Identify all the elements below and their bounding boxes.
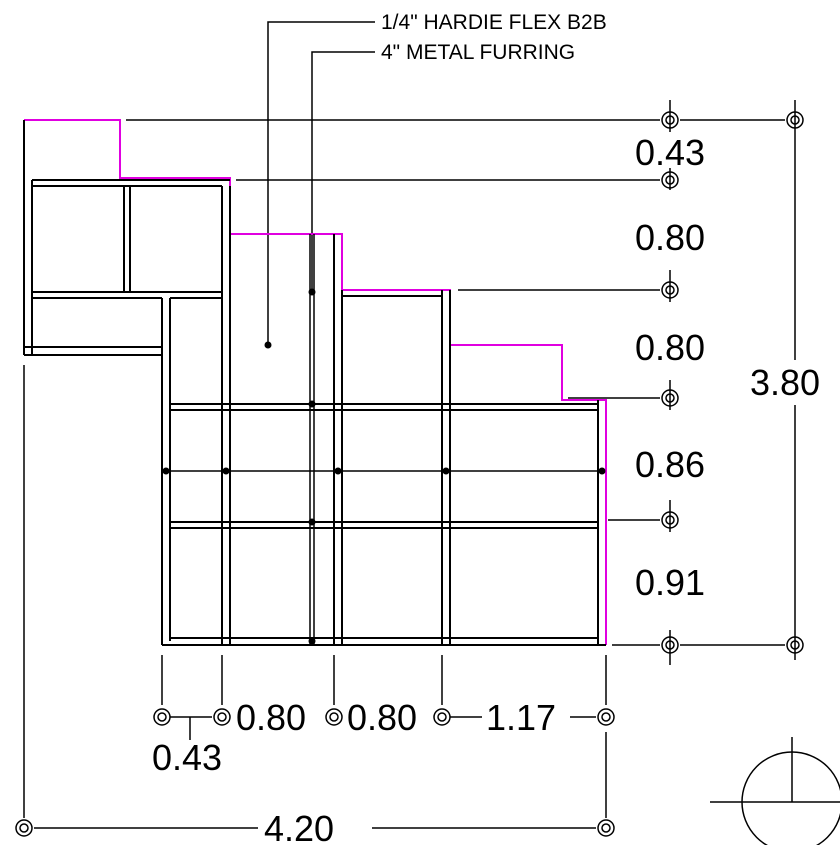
leader-line-hardie: [267, 21, 375, 345]
dim-marker: [661, 171, 679, 189]
dim-label-v4: 0.86: [635, 444, 705, 485]
dim-label-vertical-total: 3.80: [750, 362, 820, 403]
ceiling-outline: [24, 119, 607, 645]
dim-marker: [661, 111, 679, 129]
upper-left-frame: [23, 120, 230, 356]
dim-marker: [661, 281, 679, 299]
dim-marker: [661, 636, 679, 654]
dim-marker: [325, 708, 343, 726]
dim-marker: [213, 708, 231, 726]
dim-marker: [153, 708, 171, 726]
dim-marker: [786, 636, 804, 654]
dim-marker: [15, 819, 33, 837]
dim-marker: [661, 511, 679, 529]
leader-dot-hardie: [264, 341, 272, 349]
leader-line-furring: [311, 51, 375, 290]
dim-label-v5: 0.91: [635, 562, 705, 603]
dim-label-v2: 0.80: [635, 217, 705, 258]
dim-label-v1: 0.43: [635, 132, 705, 173]
dim-marker: [433, 708, 451, 726]
dim-label-horizontal-total: 4.20: [264, 808, 334, 845]
north-arrow-symbol: [710, 737, 840, 845]
dim-label-h3: 0.80: [347, 697, 417, 738]
label-hardie-flex: 1/4" HARDIE FLEX B2B: [381, 11, 607, 34]
horizontal-dimensions: 0.43 0.80 0.80 1.17 4.20: [15, 365, 615, 845]
annotation-metal-furring: 4" METAL FURRING: [311, 41, 575, 290]
dim-marker: [597, 708, 615, 726]
dim-label-h1: 0.43: [152, 737, 222, 778]
dim-label-h2: 0.80: [236, 697, 306, 738]
dim-marker: [597, 819, 615, 837]
label-metal-furring: 4" METAL FURRING: [381, 41, 575, 64]
dim-label-h4: 1.17: [486, 697, 556, 738]
dim-marker: [661, 389, 679, 407]
main-frame: [161, 186, 606, 646]
annotation-hardie-flex: 1/4" HARDIE FLEX B2B: [264, 11, 607, 349]
dim-marker: [786, 111, 804, 129]
vertical-dimensions: 0.43 0.80 0.80 0.86 0.91 3.80: [126, 100, 820, 665]
dim-label-v3: 0.80: [635, 327, 705, 368]
